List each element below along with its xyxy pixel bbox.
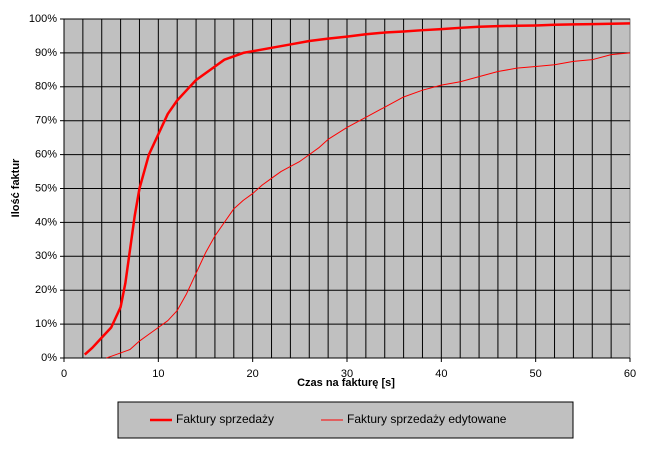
x-tick-label: 0 bbox=[61, 368, 67, 380]
y-tick-label: 50% bbox=[35, 182, 57, 194]
legend-label: Faktury sprzedaży bbox=[176, 412, 274, 426]
y-tick-label: 10% bbox=[35, 318, 57, 330]
y-tick-label: 80% bbox=[35, 81, 57, 93]
x-tick-label: 10 bbox=[152, 368, 164, 380]
series-line bbox=[83, 22, 631, 356]
y-tick-label: 20% bbox=[35, 284, 57, 296]
series-line bbox=[106, 52, 631, 359]
y-axis-title: Ilość faktur bbox=[10, 158, 22, 217]
legend-label: Faktury sprzedaży edytowane bbox=[347, 412, 507, 426]
y-tick-label: 100% bbox=[29, 13, 57, 25]
y-tick-label: 90% bbox=[35, 47, 57, 59]
x-tick-label: 60 bbox=[624, 368, 636, 380]
legend-box bbox=[117, 401, 574, 439]
y-tick-label: 30% bbox=[35, 250, 57, 262]
y-tick-label: 0% bbox=[41, 352, 57, 364]
x-axis-title: Czas na fakturę [s] bbox=[297, 377, 395, 389]
x-tick-label: 30 bbox=[341, 368, 353, 380]
x-tick-label: 40 bbox=[435, 368, 447, 380]
y-tick-label: 70% bbox=[35, 115, 57, 127]
x-tick-label: 50 bbox=[530, 368, 542, 380]
x-tick-label: 20 bbox=[247, 368, 259, 380]
y-tick-label: 60% bbox=[35, 149, 57, 161]
y-tick-label: 40% bbox=[35, 216, 57, 228]
